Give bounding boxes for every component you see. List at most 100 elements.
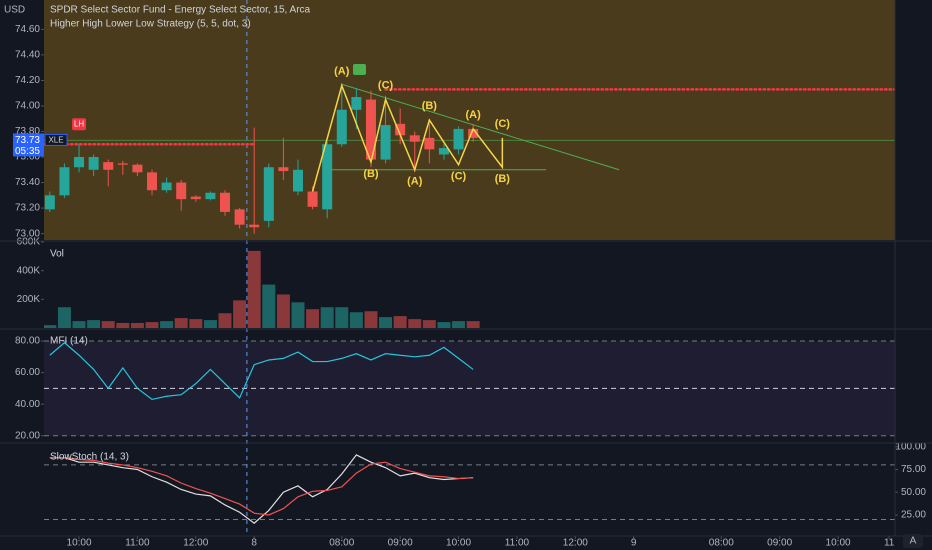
symbol-tag: [44, 133, 68, 146]
auto-scale-button[interactable]: A: [910, 536, 917, 547]
signal-icon: [353, 64, 366, 75]
price-pane-background: [44, 0, 895, 240]
volume-bar: [174, 318, 188, 328]
mfi-title: MFI (14): [50, 336, 88, 347]
wave-label: (A): [407, 176, 423, 188]
y-tick-label: 73.60: [15, 152, 40, 163]
volume-bar: [452, 321, 466, 328]
price-axis-unit: USD: [4, 5, 25, 16]
volume-bar: [466, 321, 480, 328]
volume-bar: [276, 294, 290, 328]
candle-body: [205, 192, 216, 200]
marker-label: LH: [74, 119, 84, 128]
volume-bar: [44, 325, 57, 328]
indicator-line: [49, 454, 474, 524]
x-tick-label: 09:00: [388, 538, 413, 549]
x-tick-label: 8: [251, 538, 257, 549]
candle-body: [190, 196, 201, 200]
last-price-time: 05:35: [15, 146, 40, 157]
y-tick-label: 20.00: [15, 430, 40, 441]
volume-bar: [408, 319, 422, 328]
chart-title: SPDR Select Sector Fund - Energy Select …: [50, 5, 311, 16]
wave-label: (A): [466, 109, 482, 121]
x-tick-label: 11:00: [125, 538, 150, 549]
volume-bar: [306, 309, 320, 328]
candle-body: [351, 97, 362, 110]
volume-bar: [393, 316, 407, 328]
candle-body: [176, 182, 187, 200]
volume-bar: [335, 307, 349, 328]
candle-body: [74, 157, 85, 168]
candle-body: [161, 182, 172, 191]
candle-body: [132, 164, 143, 173]
volume-bar: [349, 312, 363, 328]
wave-label: (B): [363, 168, 379, 180]
candle-body: [220, 192, 231, 212]
plot-layer: (A) (B) (C) (A) (B) (C) (A) (B) (C) LH: [44, 0, 895, 536]
candle-body: [292, 169, 303, 192]
x-tick-label: 10:00: [67, 538, 92, 549]
y-tick-label: 74.20: [15, 75, 40, 86]
volume-bar: [101, 321, 115, 328]
x-tick-label: 12:00: [563, 538, 588, 549]
candle-body: [336, 109, 347, 145]
wave-label: (B): [495, 173, 511, 185]
candle-body: [88, 157, 99, 170]
candle-body: [438, 148, 449, 155]
volume-bar: [72, 321, 86, 328]
y-tick-label: 75.00: [901, 464, 926, 475]
y-tick-label: 600K: [17, 237, 41, 248]
indicator-title: Higher High Lower Low Strategy (5, 5, do…: [50, 19, 251, 30]
candle-body: [468, 128, 479, 138]
wave-label: (B): [422, 100, 438, 112]
wave-label: (C): [451, 171, 467, 183]
trend-line: [341, 83, 620, 171]
candle-body: [307, 191, 318, 207]
wave-label: (A): [334, 65, 350, 77]
volume-bar: [262, 284, 276, 328]
x-tick-label: 10:00: [446, 538, 471, 549]
y-tick-label: 74.60: [15, 24, 40, 35]
stoch-title: SlowStoch (14, 3): [50, 452, 129, 463]
y-tick-label: 50.00: [901, 487, 926, 498]
candle-body: [117, 163, 128, 165]
marker-box: [72, 118, 87, 131]
symbol-label: XLE: [48, 136, 63, 145]
x-tick-label: 08:00: [709, 538, 734, 549]
candle-body: [44, 195, 55, 210]
volume-bar: [160, 321, 174, 328]
y-tick-label: 74.00: [15, 101, 40, 112]
y-tick-label: 60.00: [15, 367, 40, 378]
candle-body: [234, 209, 245, 225]
candle-body: [103, 162, 114, 170]
candle-body: [322, 144, 333, 210]
y-tick-label: 400K: [17, 265, 41, 276]
x-tick-label: 12:00: [183, 538, 208, 549]
volume-bar: [189, 319, 203, 328]
candle-body: [395, 123, 406, 136]
volume-bar: [437, 322, 451, 328]
volume-bar: [379, 317, 393, 328]
y-tick-label: 73.20: [15, 203, 40, 214]
indicator-line: [49, 341, 474, 401]
candle-body: [380, 125, 391, 160]
axes-layer: 73.00 73.20 73.40 73.60 73.80 74.00 74.20 74.40…: [13, 24, 926, 549]
volume-bar: [218, 313, 232, 328]
indicator-line: [49, 457, 474, 516]
y-tick-label: 80.00: [15, 336, 40, 347]
auto-scale-button-bg[interactable]: [903, 534, 923, 548]
volume-bar: [57, 307, 71, 328]
volume-bar: [233, 300, 247, 328]
wave-label: (C): [495, 118, 511, 130]
zigzag-line: [311, 83, 504, 192]
x-tick-label: 09:00: [767, 538, 792, 549]
y-tick-label: 25.00: [901, 510, 926, 521]
last-price-tag: [13, 133, 44, 157]
volume-bar: [130, 322, 144, 328]
candle-body: [409, 135, 420, 142]
x-tick-label: 08:00: [329, 538, 354, 549]
candle-body: [263, 167, 274, 221]
candle-body: [424, 137, 435, 150]
